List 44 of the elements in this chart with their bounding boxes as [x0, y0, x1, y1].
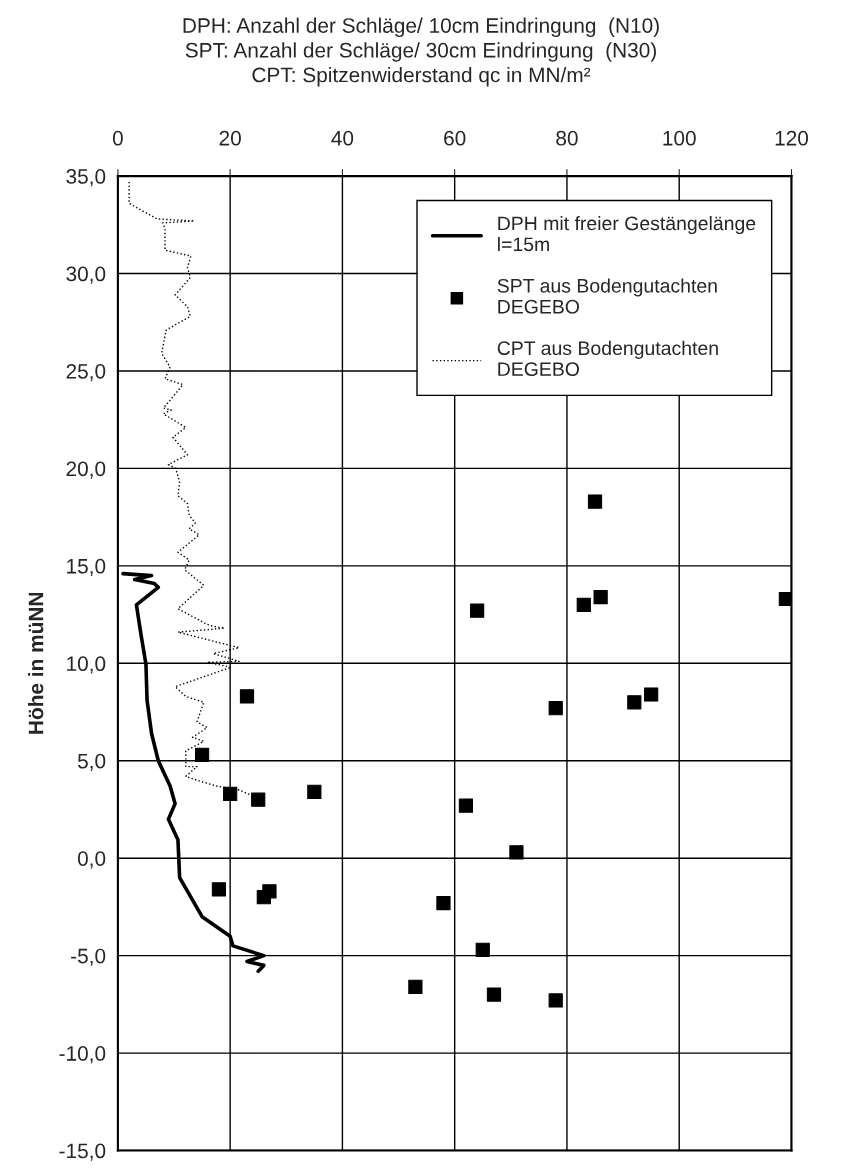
legend-label: CPT aus Bodengutachten DEGEBO: [497, 340, 718, 377]
point: [194, 747, 210, 763]
x-tick-label: 120: [775, 130, 809, 146]
y-tick-label: 30,0: [66, 266, 106, 284]
y-tick-label: 15,0: [67, 558, 106, 577]
y-tick-label: 10,0: [67, 656, 106, 674]
y-tick-label: 20,0: [66, 461, 106, 479]
y-tick-label: -5,0: [71, 948, 106, 966]
legend-label: DPH mit freier Gestängelänge l=15m: [498, 215, 756, 252]
y-tick-label: -10,0: [59, 1046, 106, 1064]
point: [211, 882, 227, 897]
point: [408, 979, 423, 994]
y-tick-label: 5,0: [77, 753, 106, 771]
y-tick-label: -15,0: [59, 1143, 106, 1161]
point: [587, 494, 603, 509]
x-tick-label: 40: [331, 130, 354, 146]
x-tick-label: 100: [663, 130, 696, 146]
point: [256, 890, 271, 905]
point: [548, 701, 563, 716]
point: [251, 792, 266, 807]
point: [593, 589, 608, 605]
point: [486, 987, 502, 1002]
point: [509, 845, 524, 860]
x-tick-label: 60: [444, 130, 466, 146]
point: [458, 798, 474, 813]
y-tick-label: 35,0: [66, 169, 106, 187]
x-tick-label: 20: [219, 130, 241, 146]
point: [470, 603, 485, 618]
x-tick-label: 80: [556, 130, 578, 146]
point: [223, 786, 238, 801]
point: [627, 695, 642, 710]
chart-title: DPH: Anzahl der Schläge/ 10cm Eindringung (N10) SPT: Anzahl der Schläge/ 30cm Eindringung (N30) CPT: Spitzenwiderstand qc in MN/m²: [183, 17, 659, 87]
point: [576, 597, 591, 612]
point: [436, 895, 451, 911]
y-tick-label: 0,0: [77, 851, 106, 869]
point: [307, 784, 322, 800]
y-axis-title: Höhe in müNN: [28, 592, 44, 734]
point: [239, 689, 255, 704]
point: [475, 942, 490, 957]
legend-label: SPT aus Bodengutachten DEGEBO: [497, 278, 717, 314]
point: [548, 993, 563, 1008]
y-tick-label: 25,0: [66, 363, 106, 382]
point: [644, 687, 659, 702]
x-tick-label: 0: [112, 130, 123, 146]
